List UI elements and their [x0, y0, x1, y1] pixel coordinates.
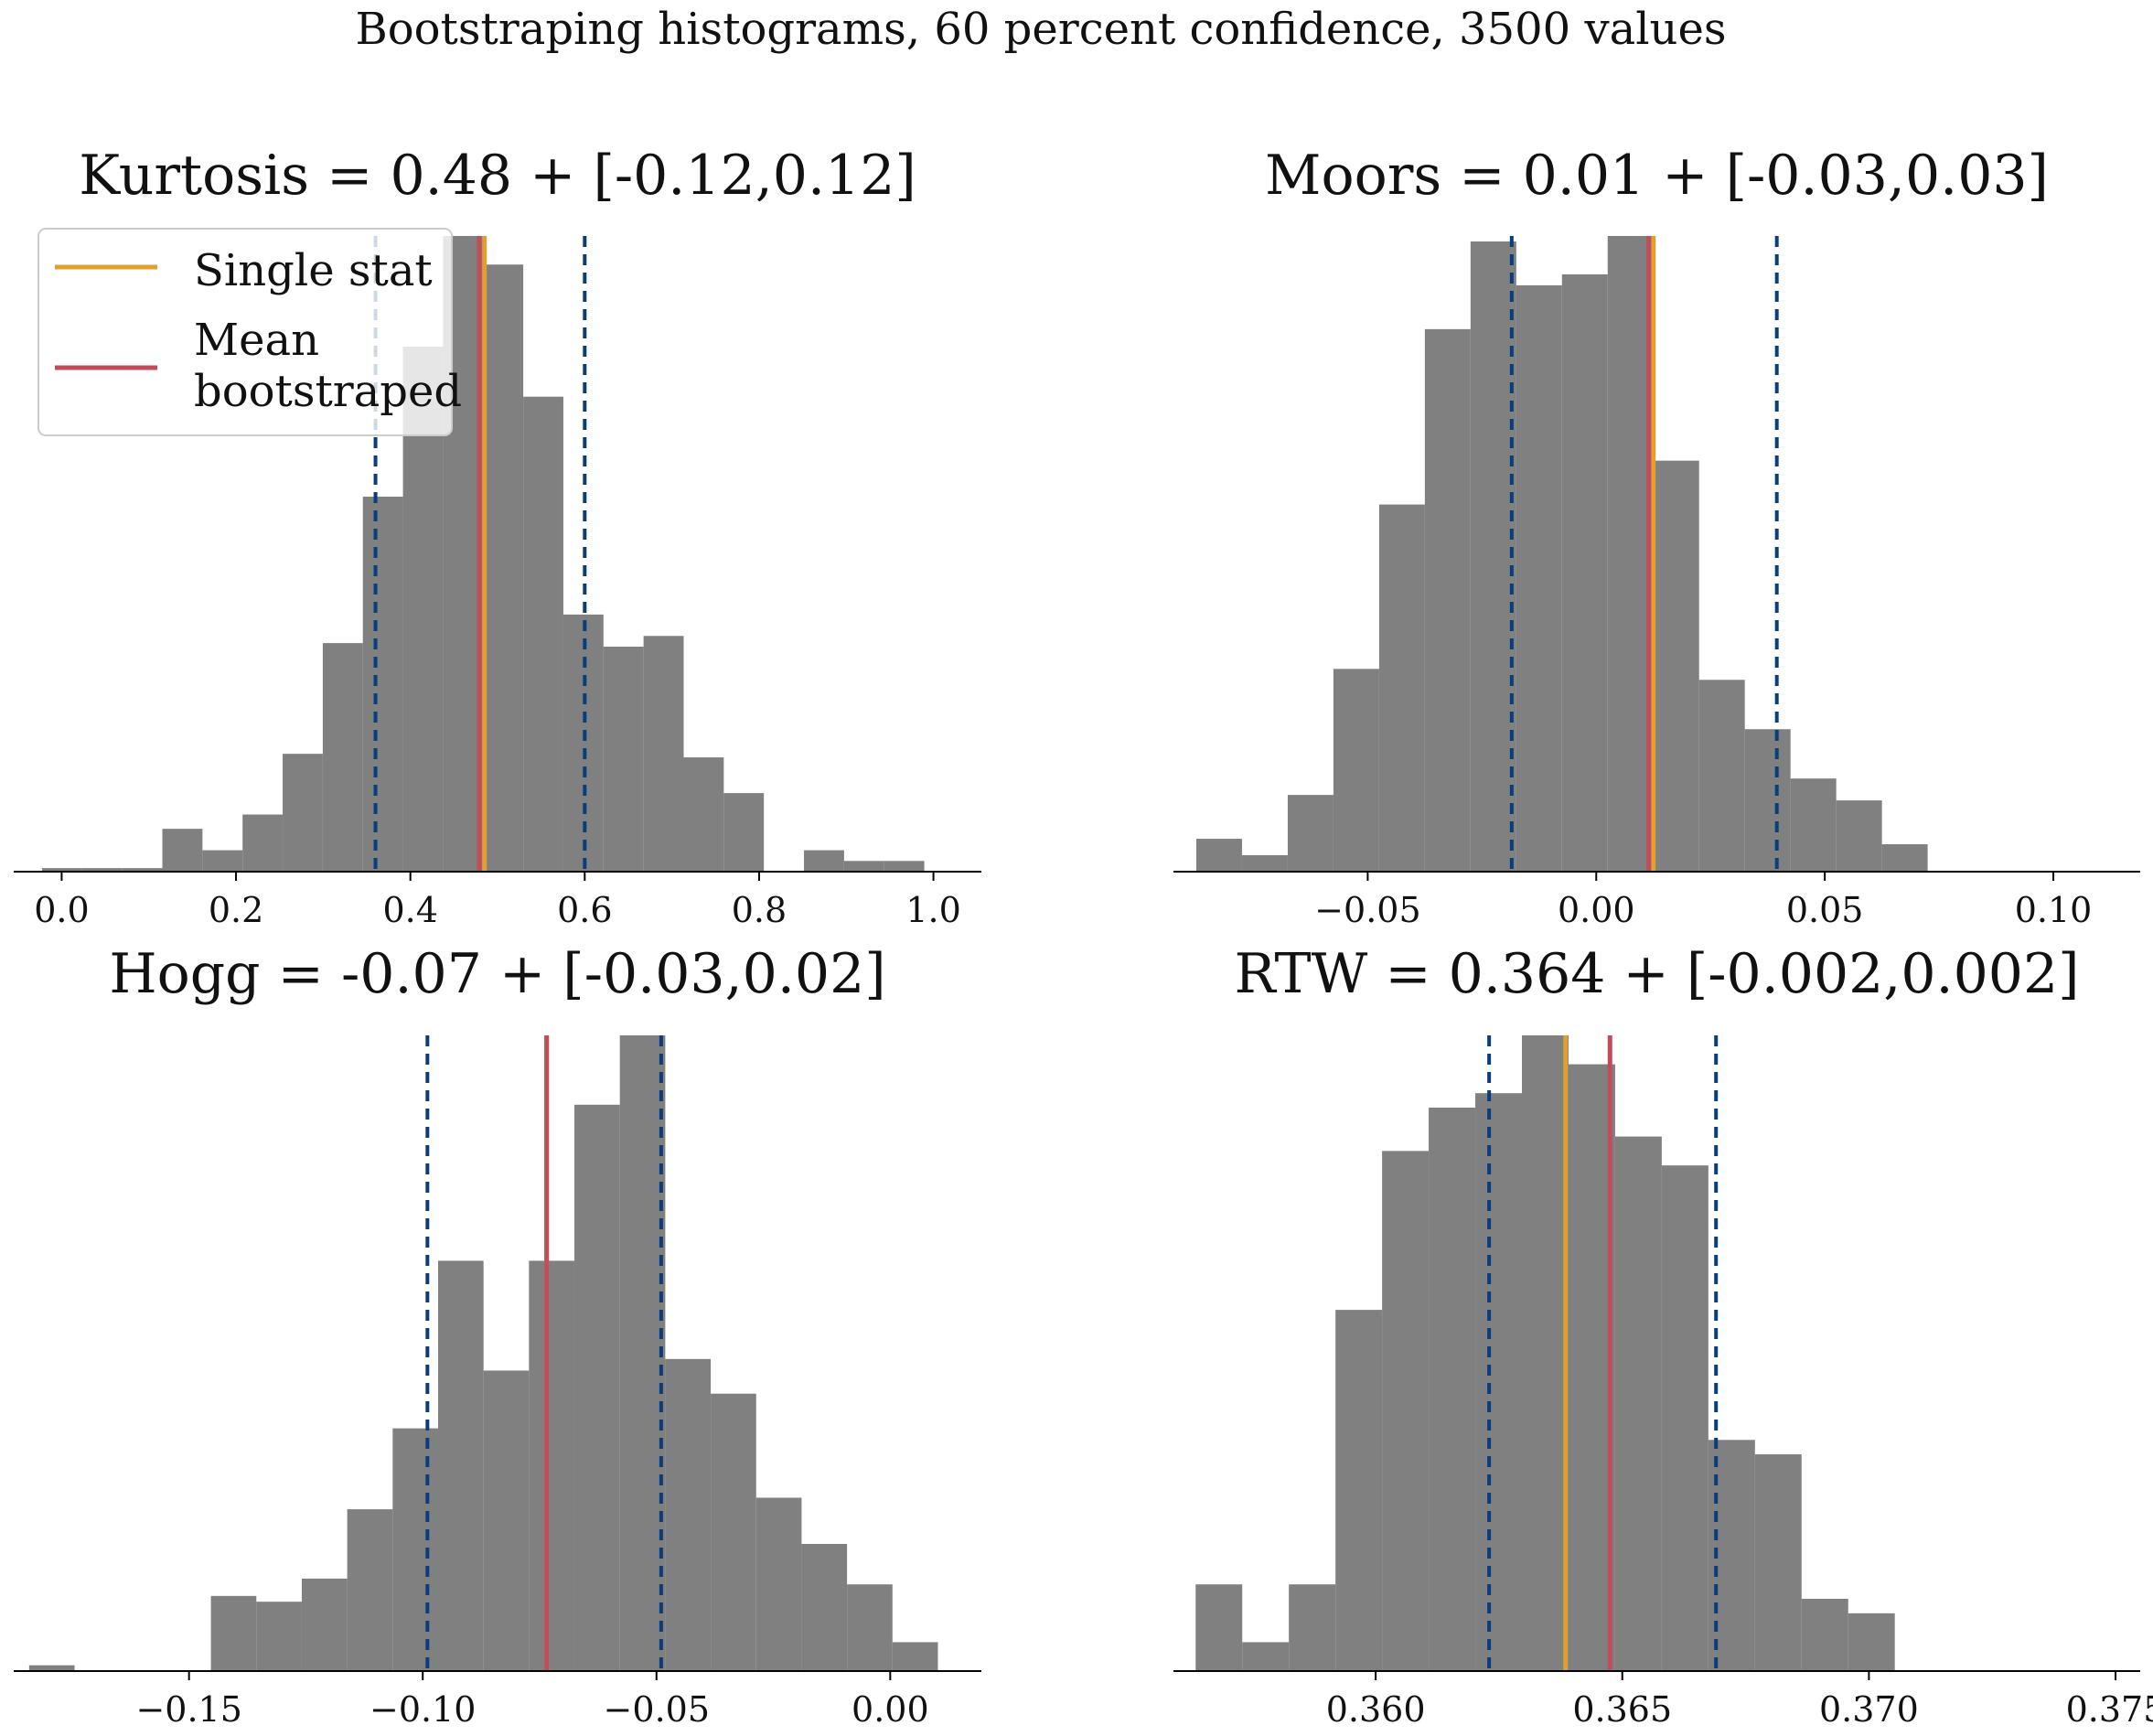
histogram-bar	[1241, 855, 1288, 872]
histogram-bar	[483, 1370, 530, 1671]
histogram-bar	[347, 1509, 393, 1671]
x-tick-label: 0.2	[209, 890, 263, 930]
x-tick-label: 0.360	[1326, 1689, 1426, 1730]
histogram-bar	[1195, 1584, 1243, 1671]
panel-moors: Moors = 0.01 + [-0.03,0.03] −0.05 0.00 0.05…	[1173, 144, 2140, 930]
histogram-bar	[1470, 241, 1516, 872]
histogram-bar	[1429, 1107, 1476, 1671]
x-tick-label: 0.365	[1572, 1689, 1672, 1730]
histogram-bar	[1516, 284, 1562, 872]
histogram-bar	[603, 647, 644, 872]
histogram-bar	[437, 1260, 484, 1671]
histogram-bar	[529, 1260, 575, 1671]
legend-label-mean: Mean	[194, 315, 319, 366]
histogram-bar	[1568, 1064, 1615, 1671]
histogram-bar	[322, 643, 363, 872]
histogram-bar	[1475, 1093, 1523, 1671]
histogram-bar	[1195, 839, 1242, 872]
x-tick-label: 0.8	[732, 890, 787, 930]
histogram-bar	[1801, 1599, 1848, 1671]
x-tick-label: 0.6	[557, 890, 612, 930]
histogram-bar	[884, 861, 925, 872]
histogram-bar	[665, 1358, 712, 1671]
histogram-bar	[301, 1578, 348, 1671]
histogram-bar	[1561, 273, 1608, 872]
x-tick-label: 0.10	[2015, 890, 2093, 930]
panel-title-moors: Moors = 0.01 + [-0.03,0.03]	[1265, 144, 2049, 208]
histogram-bar	[1607, 236, 1654, 872]
histogram-bar	[1698, 680, 1745, 872]
histogram-bar	[683, 757, 724, 872]
x-tick-label: 0.4	[382, 890, 437, 930]
legend-label-bootstraped: bootstraped	[194, 366, 462, 417]
panel-hogg: Hogg = -0.07 + [-0.03,0.02] −0.15 −0.10 −0.…	[14, 942, 981, 1730]
histogram-bar	[362, 497, 403, 872]
histogram-bar	[523, 396, 563, 872]
legend-box	[37, 228, 453, 436]
histogram-bar	[1744, 729, 1791, 872]
histogram-bar	[242, 814, 284, 872]
histogram-bar	[1424, 328, 1471, 872]
histogram-bar	[619, 1035, 666, 1671]
histogram-bar	[1614, 1136, 1662, 1671]
histogram-bar	[1289, 1584, 1336, 1671]
histogram-bar	[1836, 800, 1882, 872]
histogram-bar	[1522, 1035, 1569, 1671]
histogram-bar	[162, 829, 203, 872]
histogram-bar	[847, 1584, 893, 1671]
panel-title-hogg: Hogg = -0.07 + [-0.03,0.02]	[109, 942, 885, 1006]
histogram-bar	[392, 1428, 438, 1671]
histogram-bar	[1661, 1165, 1708, 1671]
legend-label-single-stat: Single stat	[194, 245, 433, 296]
histogram-bar	[1378, 504, 1425, 872]
panel-title-kurtosis: Kurtosis = 0.48 + [-0.12,0.12]	[79, 144, 916, 208]
histogram-bar	[122, 868, 163, 872]
histogram-bar	[256, 1602, 302, 1671]
histogram-bar	[1242, 1642, 1290, 1671]
histogram-bar	[1653, 460, 1699, 872]
x-tick-label: 0.00	[852, 1689, 929, 1730]
histogram-bar	[202, 850, 243, 872]
figure-title: Bootstraping histograms, 60 percent conf…	[355, 4, 1726, 55]
histogram-bar	[1848, 1613, 1895, 1671]
histogram-bar	[1335, 1310, 1383, 1671]
x-tick-label: −0.05	[604, 1689, 710, 1730]
x-tick-label: −0.05	[1314, 890, 1420, 930]
panel-rtw: RTW = 0.364 + [-0.002,0.002] 0.360 0.365 0.…	[1173, 942, 2153, 1730]
histogram-bar	[81, 868, 123, 872]
histogram-bar	[643, 636, 684, 872]
histogram-bar	[801, 1544, 848, 1671]
histogram-bar	[28, 1665, 75, 1671]
histogram-bar	[210, 1595, 257, 1671]
histogram-bar	[1382, 1151, 1430, 1671]
histogram-bar	[723, 793, 765, 872]
x-tick-label: −0.15	[135, 1689, 241, 1730]
x-tick-label: 0.0	[34, 890, 89, 930]
x-tick-label: −0.10	[370, 1689, 476, 1730]
histogram-bar	[574, 1104, 620, 1671]
histogram-bar	[1881, 844, 1928, 872]
histogram-bar	[283, 754, 323, 872]
x-tick-label: 0.05	[1786, 890, 1864, 930]
histogram-bar	[843, 861, 884, 872]
histogram-bar	[562, 614, 604, 872]
x-tick-label: 0.375	[2066, 1689, 2153, 1730]
histogram-bar	[804, 850, 844, 872]
x-tick-label: 0.00	[1558, 890, 1635, 930]
histogram-bar	[483, 264, 524, 872]
histogram-bar	[1754, 1454, 1802, 1671]
histogram-bar	[1790, 778, 1837, 872]
histogram-bar	[711, 1393, 756, 1671]
histogram-bar	[892, 1642, 938, 1671]
x-tick-label: 0.370	[1819, 1689, 1919, 1730]
panel-title-rtw: RTW = 0.364 + [-0.002,0.002]	[1234, 942, 2079, 1006]
histogram-bar	[755, 1497, 802, 1671]
histogram-bar	[41, 868, 82, 872]
x-tick-label: 1.0	[905, 890, 960, 930]
histogram-bar	[1333, 669, 1379, 872]
histogram-bar	[1287, 795, 1334, 872]
